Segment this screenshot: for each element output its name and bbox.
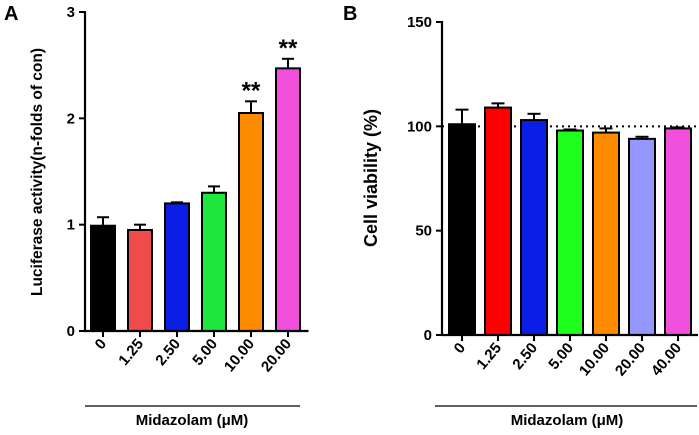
panel-a-bar: [127, 228, 153, 333]
panel-a-x-tick-label: 5.00: [189, 336, 221, 369]
panel-b-x-tick-label: 5.00: [545, 340, 577, 373]
panel-b-letter: B: [343, 3, 357, 25]
panel-b-x-tick-label: 1.25: [473, 340, 505, 373]
panel-a-bar: [238, 112, 264, 333]
panel-b: B Cell viability (%) Midazolam (μM) 0 1.2…: [343, 3, 698, 429]
panel-b-x-tick-label: 20.00: [612, 340, 649, 380]
panel-a-x-tick-label: 2.50: [152, 336, 184, 369]
panel-a-x-tick-label: 10.00: [221, 336, 258, 376]
panel-b-bar: [448, 123, 476, 336]
panel-b-bar: [592, 131, 620, 336]
panel-a-bar: [164, 202, 190, 332]
panel-a-y-tick-label: 0: [67, 323, 75, 340]
panel-a-y-tick-label: 3: [67, 4, 75, 21]
panel-a-y-axis-label: Luciferase activity(n-folds of con): [29, 48, 46, 296]
panel-b-y-tick-label: 100: [407, 118, 432, 135]
panel-b-y-tick-label: 50: [415, 223, 432, 240]
panel-b-x-tick-label: 0: [451, 340, 469, 357]
panel-b-x-tick-label: 2.50: [509, 340, 541, 373]
panel-b-y-tick-label: 0: [424, 327, 432, 344]
panel-a: A Luciferase activity(n-folds of con) Mi…: [4, 3, 309, 429]
panel-a-x-tick-label: 0: [92, 336, 110, 353]
panel-a-bar: [90, 224, 116, 332]
panel-b-x-tick-label: 40.00: [648, 340, 685, 380]
panel-a-y-tick-label: 1: [67, 217, 75, 234]
panel-a-letter: A: [4, 3, 18, 25]
panel-a-x-tick-label: 20.00: [258, 336, 295, 376]
panel-b-bar: [484, 106, 512, 337]
panel-a-x-axis-label: Midazolam (μM): [136, 412, 249, 429]
panel-a-significance-label: **: [242, 77, 261, 104]
panel-a-x-tick-label: 1.25: [115, 336, 147, 369]
panel-a-bar: [201, 191, 227, 332]
panel-b-bar: [520, 119, 548, 336]
panel-a-significance-label: **: [279, 35, 298, 62]
panel-b-y-axis-label: Cell viability (%): [361, 109, 381, 247]
panel-b-bar: [628, 137, 656, 336]
panel-a-bar: [275, 67, 301, 333]
panel-a-y-tick-label: 2: [67, 110, 75, 127]
panel-b-x-tick-label: 10.00: [576, 340, 613, 380]
panel-b-x-axis-label: Midazolam (μM): [511, 412, 624, 429]
panel-b-bar: [556, 129, 584, 336]
panel-b-y-tick-label: 150: [407, 14, 432, 31]
panel-b-bar: [664, 127, 692, 336]
